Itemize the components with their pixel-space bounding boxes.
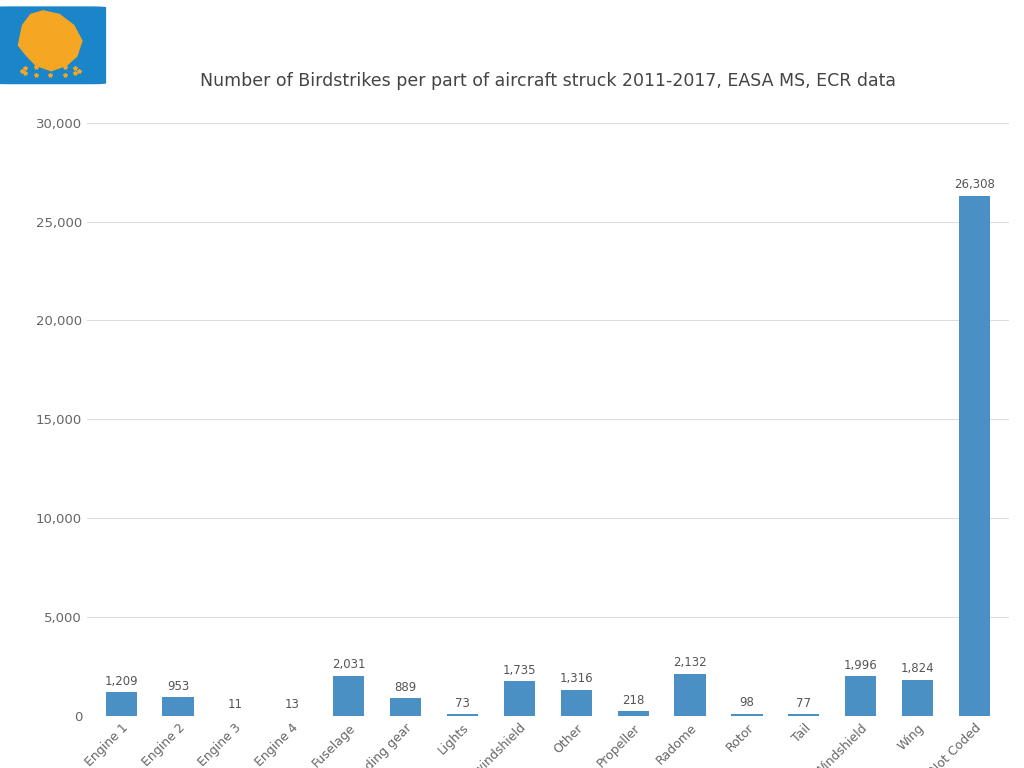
Text: 953: 953 (167, 680, 189, 693)
Bar (617, 711, 649, 716)
Text: 98: 98 (739, 697, 755, 710)
Bar (788, 714, 819, 716)
Bar (504, 681, 535, 716)
Text: 77: 77 (797, 697, 811, 710)
Text: 1,316: 1,316 (559, 673, 593, 685)
Bar (105, 692, 137, 716)
Text: 2,132: 2,132 (673, 657, 707, 669)
Bar (958, 196, 990, 716)
Text: 11: 11 (227, 698, 243, 711)
Polygon shape (18, 11, 82, 71)
Text: 73: 73 (455, 697, 470, 710)
Text: 1,209: 1,209 (104, 674, 138, 687)
Bar (902, 680, 933, 716)
Text: 1,824: 1,824 (901, 662, 935, 675)
Title: Number of Birdstrikes per part of aircraft struck 2011-2017, EASA MS, ECR data: Number of Birdstrikes per part of aircra… (200, 72, 896, 91)
Text: 1,735: 1,735 (503, 664, 537, 677)
Bar (163, 697, 194, 716)
Text: 19/11/2018: 19/11/2018 (26, 738, 113, 753)
Bar (561, 690, 592, 716)
Text: WBA CONFERENCE, 19 - 21 November 2018, Warsaw, POLAND: WBA CONFERENCE, 19 - 21 November 2018, W… (272, 738, 752, 753)
Bar (446, 714, 478, 716)
FancyBboxPatch shape (0, 5, 108, 86)
Bar (845, 677, 877, 716)
Text: 17: 17 (979, 738, 998, 753)
Text: 1,996: 1,996 (844, 659, 878, 672)
Text: 13: 13 (285, 698, 299, 711)
Bar (675, 674, 706, 716)
Text: ECR Birdstrike data – Birdstrikes per part of aircraft struck: ECR Birdstrike data – Birdstrikes per pa… (108, 28, 1024, 59)
Text: 26,308: 26,308 (954, 178, 995, 191)
Bar (333, 676, 365, 716)
Bar (390, 698, 421, 716)
Text: 889: 889 (394, 681, 417, 694)
Text: 2,031: 2,031 (332, 658, 366, 671)
Bar (731, 713, 763, 716)
Text: 218: 218 (622, 694, 644, 707)
